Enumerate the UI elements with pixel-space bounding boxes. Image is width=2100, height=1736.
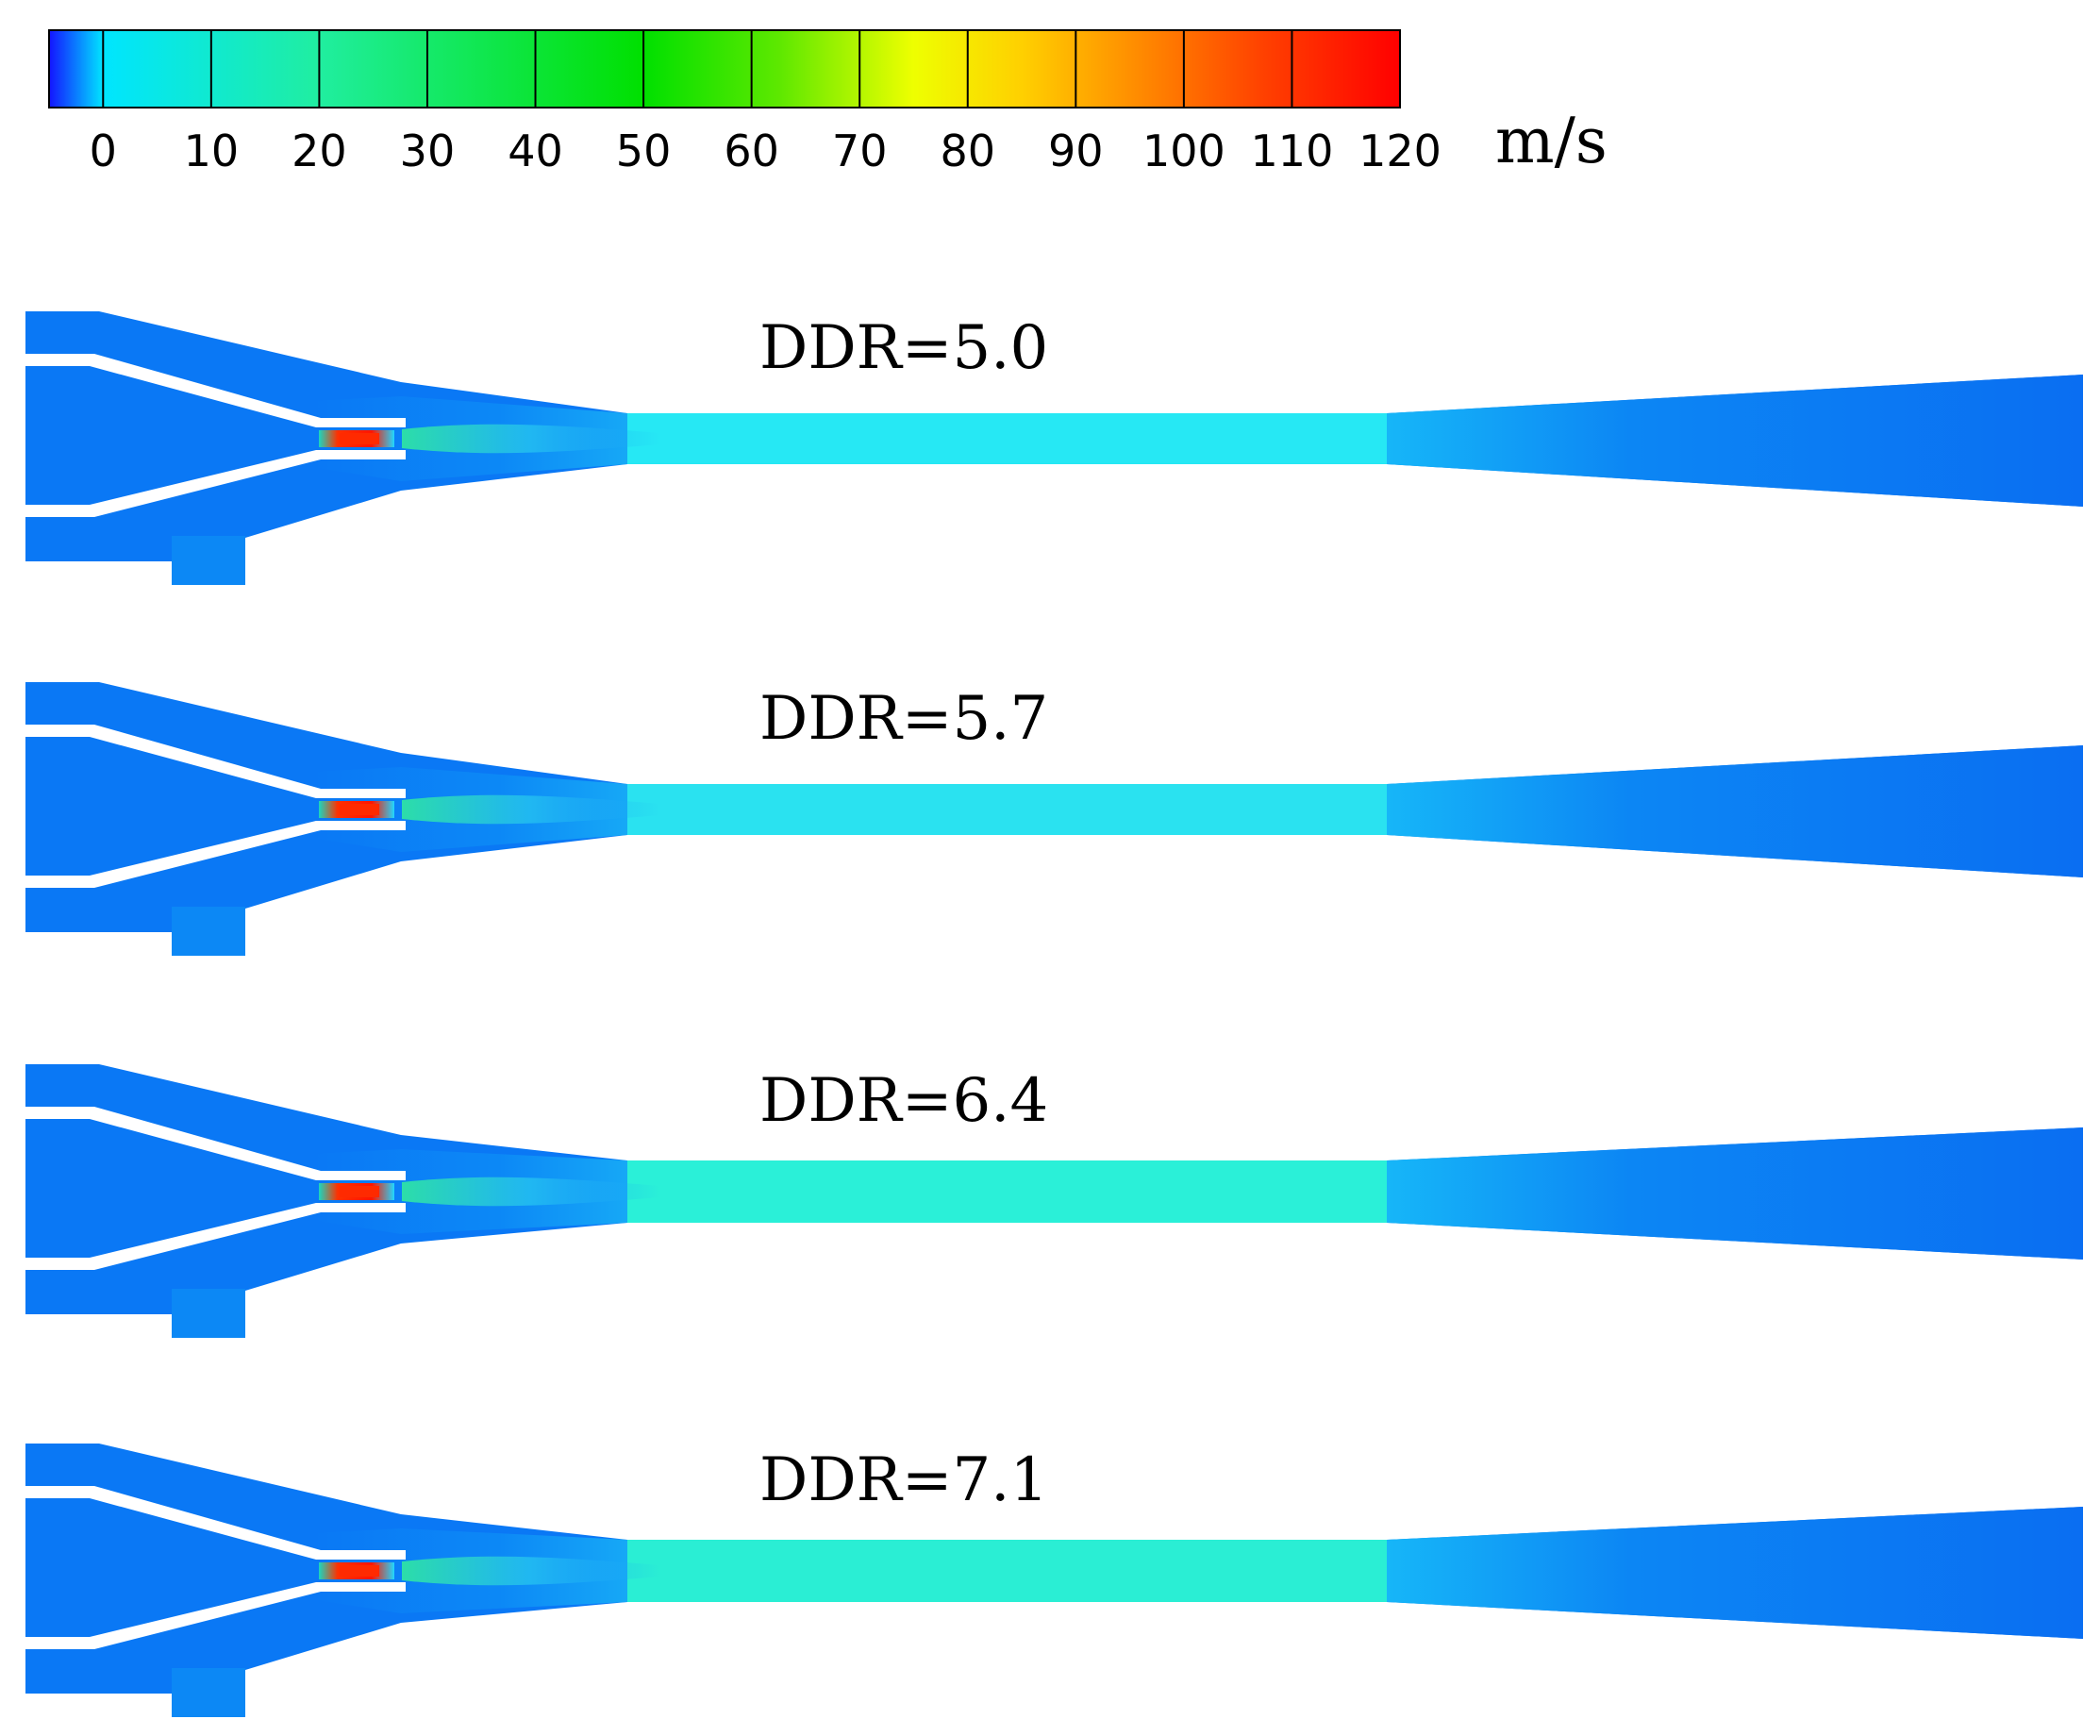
contour-panels: DDR=5.0 DDR=5.7 DDR=6.4 DDR=7.1	[25, 311, 2083, 1717]
jet-peak	[340, 1186, 379, 1197]
panel-label: DDR=6.4	[759, 1066, 1048, 1136]
panel-3: DDR=6.4	[25, 1064, 2083, 1338]
panel-label: DDR=7.1	[759, 1445, 1048, 1515]
colorbar-tick-labels: 0 10 20 30 40 50 60 70 80 90 100 110 120	[90, 125, 1442, 176]
colorbar-tick-label: 90	[1048, 125, 1104, 176]
panel-1: DDR=5.0	[25, 311, 2083, 585]
panel-label: DDR=5.0	[759, 313, 1048, 383]
nozzle-wall-lower	[25, 821, 406, 888]
panel-2: DDR=5.7	[25, 682, 2083, 956]
colorbar-tick-label: 100	[1142, 125, 1225, 176]
throat-flow	[627, 413, 1387, 464]
colorbar-unit: m/s	[1495, 105, 1608, 177]
colorbar-tick-label: 10	[184, 125, 240, 176]
nozzle-wall-lower	[25, 1582, 406, 1649]
jet-peak	[340, 433, 379, 444]
suction-inlet-flow	[172, 1668, 245, 1717]
colorbar-tick-label: 20	[292, 125, 347, 176]
colorbar: 0 10 20 30 40 50 60 70 80 90 100 110 120 m/s	[48, 29, 1608, 177]
colorbar-tick-label: 60	[724, 125, 779, 176]
nozzle-wall-upper	[25, 1107, 406, 1180]
colorbar-tick-label: 80	[940, 125, 995, 176]
suction-inlet-flow	[172, 1289, 245, 1338]
jet-plume	[402, 1556, 660, 1586]
throat-flow	[627, 1540, 1387, 1602]
colorbar-tick-label: 50	[616, 125, 672, 176]
suction-inlet-flow	[172, 907, 245, 956]
diffuser-flow	[1387, 1507, 2083, 1639]
colorbar-tick-label: 110	[1251, 125, 1334, 176]
jet-peak	[340, 1565, 379, 1577]
colorbar-tick-label: 70	[832, 125, 888, 176]
throat-flow	[627, 784, 1387, 835]
jet-plume	[402, 794, 660, 825]
suction-inlet-flow	[172, 536, 245, 585]
colorbar-tick-label: 0	[90, 125, 117, 176]
colorbar-ramp	[48, 29, 1401, 108]
diffuser-flow	[1387, 1127, 2083, 1260]
jet-plume	[402, 424, 660, 454]
panel-label: DDR=5.7	[759, 684, 1048, 754]
diffuser-flow	[1387, 375, 2083, 507]
colorbar-tick-label: 30	[400, 125, 456, 176]
throat-flow	[627, 1160, 1387, 1223]
colorbar-tick-label: 120	[1358, 125, 1442, 176]
jet-peak	[340, 804, 379, 815]
colorbar-dividers	[102, 30, 1293, 108]
nozzle-wall-upper	[25, 725, 406, 798]
nozzle-wall-upper	[25, 354, 406, 427]
colorbar-tick-label: 40	[508, 125, 563, 176]
jet-plume	[402, 1177, 660, 1207]
nozzle-wall-upper	[25, 1486, 406, 1560]
nozzle-wall-lower	[25, 1203, 406, 1270]
nozzle-wall-lower	[25, 450, 406, 517]
diffuser-flow	[1387, 745, 2083, 877]
panel-4: DDR=7.1	[25, 1444, 2083, 1717]
